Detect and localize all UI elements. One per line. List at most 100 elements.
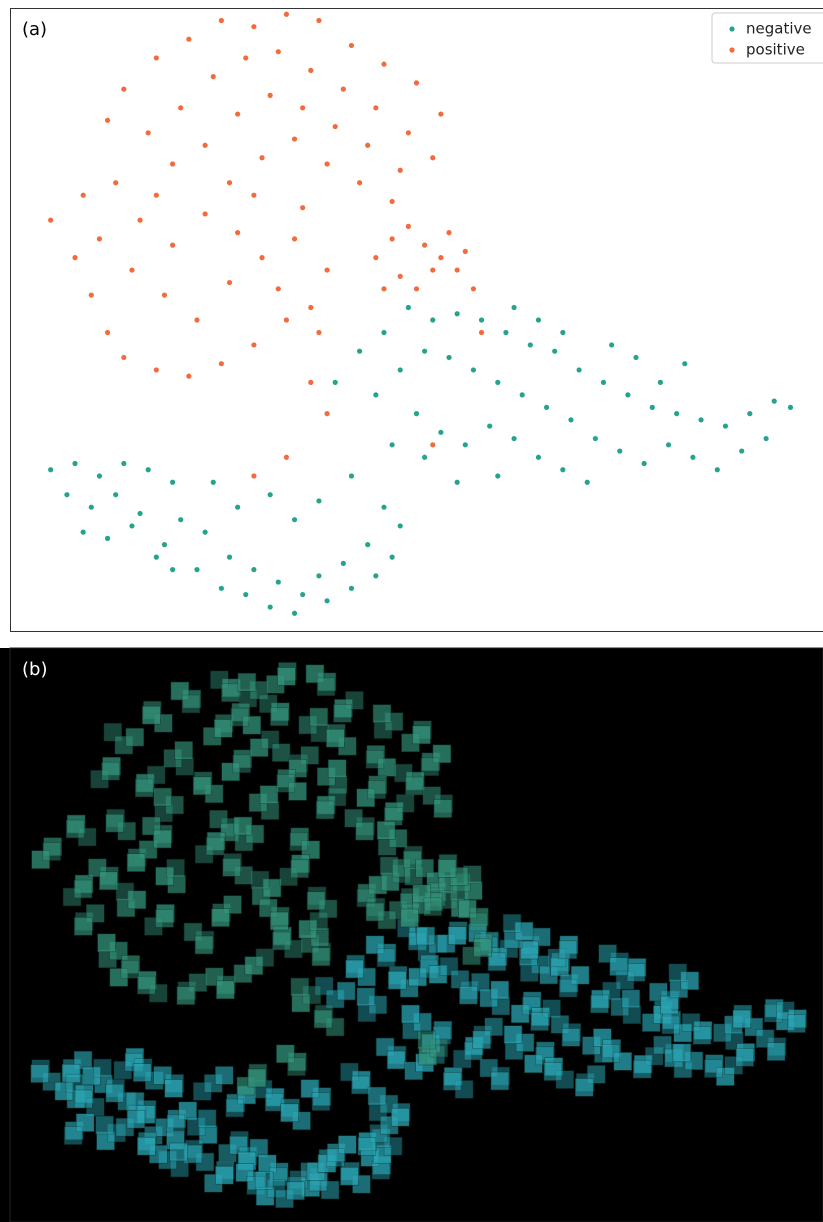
point bbox=[398, 168, 403, 173]
point bbox=[105, 330, 110, 335]
point bbox=[381, 286, 386, 291]
image-tile bbox=[328, 760, 346, 778]
image-tile bbox=[622, 990, 640, 1008]
plot-frame bbox=[11, 9, 823, 632]
point bbox=[666, 442, 671, 447]
point bbox=[292, 236, 297, 241]
legend: negativepositive bbox=[712, 13, 823, 63]
point bbox=[113, 180, 118, 185]
image-tile bbox=[312, 1093, 330, 1111]
image-tile bbox=[221, 684, 239, 702]
point bbox=[211, 74, 216, 79]
image-tile bbox=[291, 978, 309, 996]
image-tile bbox=[121, 960, 139, 978]
point bbox=[48, 218, 53, 223]
point bbox=[650, 405, 655, 410]
point bbox=[316, 330, 321, 335]
image-tile bbox=[405, 777, 423, 795]
panel-label: (a) bbox=[22, 19, 47, 40]
image-tile bbox=[357, 988, 375, 1006]
point bbox=[268, 604, 273, 609]
point bbox=[316, 573, 321, 578]
point bbox=[292, 611, 297, 616]
image-tile bbox=[503, 914, 521, 932]
image-tile bbox=[307, 892, 325, 910]
image-tile bbox=[356, 822, 374, 840]
point bbox=[219, 361, 224, 366]
point bbox=[162, 292, 167, 297]
point bbox=[487, 423, 492, 428]
image-tile bbox=[98, 934, 116, 952]
point bbox=[406, 130, 411, 135]
point bbox=[105, 118, 110, 123]
image-tile bbox=[99, 872, 117, 890]
point bbox=[146, 130, 151, 135]
image-tile bbox=[251, 871, 269, 889]
point bbox=[105, 536, 110, 541]
point bbox=[324, 598, 329, 603]
point bbox=[194, 317, 199, 322]
point bbox=[211, 480, 216, 485]
image-tile bbox=[287, 1182, 305, 1200]
image-tile bbox=[193, 777, 211, 795]
image-tile bbox=[368, 1087, 386, 1105]
image-tile bbox=[559, 941, 577, 959]
point bbox=[72, 461, 77, 466]
point bbox=[81, 193, 86, 198]
point bbox=[154, 555, 159, 560]
image-tile bbox=[142, 706, 160, 724]
point bbox=[715, 467, 720, 472]
point bbox=[276, 49, 281, 54]
image-tile bbox=[137, 976, 155, 994]
image-tile bbox=[255, 1171, 273, 1189]
page: {"chart_data": [ {"type": "scatter", "la… bbox=[0, 0, 823, 1222]
point bbox=[455, 267, 460, 272]
point bbox=[154, 55, 159, 60]
image-tile bbox=[127, 854, 145, 872]
image-tile bbox=[234, 817, 252, 835]
point bbox=[146, 467, 151, 472]
image-tile bbox=[272, 932, 290, 950]
point bbox=[422, 349, 427, 354]
image-tile bbox=[366, 750, 384, 768]
point bbox=[194, 567, 199, 572]
point bbox=[642, 461, 647, 466]
point bbox=[414, 286, 419, 291]
point bbox=[284, 12, 289, 17]
point bbox=[72, 255, 77, 260]
image-tile bbox=[388, 971, 406, 989]
point bbox=[203, 211, 208, 216]
point bbox=[739, 448, 744, 453]
point bbox=[268, 492, 273, 497]
point bbox=[373, 255, 378, 260]
point bbox=[48, 467, 53, 472]
point bbox=[300, 105, 305, 110]
image-tile bbox=[377, 821, 395, 839]
image-tile bbox=[216, 981, 234, 999]
image-tile bbox=[226, 1099, 244, 1117]
point bbox=[292, 136, 297, 141]
point bbox=[357, 180, 362, 185]
image-tile bbox=[562, 1028, 580, 1046]
point bbox=[430, 155, 435, 160]
image-tile bbox=[233, 755, 251, 773]
point bbox=[381, 505, 386, 510]
image-tile bbox=[575, 1078, 593, 1096]
image-tile bbox=[231, 708, 249, 726]
image-tile bbox=[215, 1166, 233, 1184]
image-tile bbox=[206, 837, 224, 855]
point bbox=[251, 193, 256, 198]
point bbox=[97, 473, 102, 478]
point bbox=[617, 448, 622, 453]
image-tile bbox=[272, 744, 290, 762]
point bbox=[430, 317, 435, 322]
image-tile bbox=[106, 814, 124, 832]
point bbox=[455, 480, 460, 485]
image-tile bbox=[317, 678, 335, 696]
point bbox=[390, 555, 395, 560]
point bbox=[406, 224, 411, 229]
legend-label: positive bbox=[746, 41, 805, 59]
image-tile bbox=[277, 774, 295, 792]
point bbox=[398, 523, 403, 528]
point bbox=[251, 342, 256, 347]
